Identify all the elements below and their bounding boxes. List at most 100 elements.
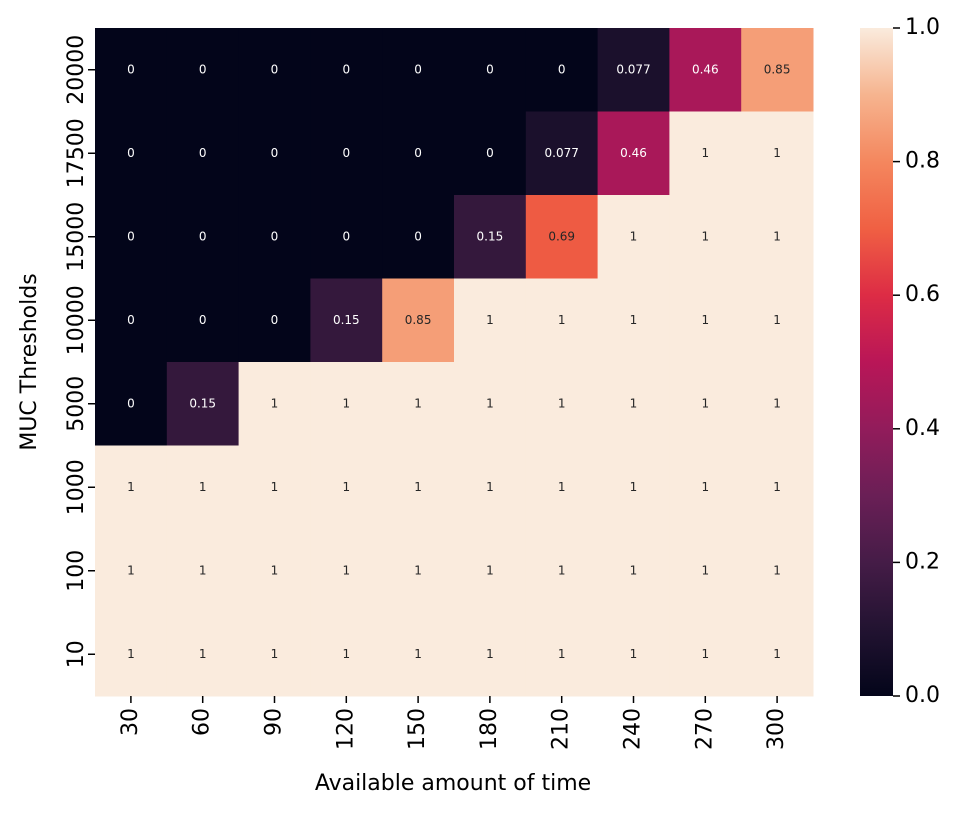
heatmap-cell [741,28,814,112]
y-tick-label: 20000 [64,35,89,105]
cell-label: 1 [199,480,207,494]
cell-label: 1 [773,146,781,160]
heatmap-cell [669,445,742,530]
heatmap-cell [597,445,670,530]
heatmap-cell [382,28,455,112]
cell-label: 1 [630,229,638,243]
heatmap-cell [166,278,240,363]
cell-label: 1 [486,647,494,661]
heatmap-cell [166,445,240,530]
heatmap-cell [238,195,311,279]
heatmap-cell [669,612,742,697]
heatmap-cell [741,111,814,196]
cell-label: 1 [630,396,638,410]
x-tick-label: 180 [477,708,502,750]
cell-label: 0 [271,146,279,160]
heatmap-cell [597,28,670,112]
cell-label: 1 [558,313,566,327]
cell-label: 0.85 [405,313,432,327]
cell-label: 1 [630,563,638,577]
cell-label: 0 [486,146,494,160]
cell-label: 0.46 [692,62,719,76]
heatmap-cell [669,529,742,613]
colorbar-tick-label: 0.4 [905,416,940,441]
x-tick-label: 210 [549,708,574,750]
colorbar-tick-label: 0.6 [905,282,940,307]
cell-label: 1 [773,396,781,410]
cell-label: 0.077 [545,146,579,160]
cell-label: 1 [342,480,350,494]
x-tick-label: 270 [692,708,717,750]
colorbar [860,28,893,696]
cell-label: 0.85 [764,62,791,76]
heatmap-cell [310,445,383,530]
cell-label: 1 [773,647,781,661]
cell-label: 0 [558,62,566,76]
x-tick-label: 150 [405,708,430,750]
cell-label: 0 [271,229,279,243]
cell-label: 0.46 [620,146,647,160]
cell-label: 1 [701,146,709,160]
heatmap-cell [238,529,311,613]
heatmap-cell [95,111,168,196]
cell-label: 0 [414,62,422,76]
heatmap-cell [741,278,814,363]
x-tick-label: 120 [333,708,358,750]
cell-label: 0 [342,62,350,76]
cell-label: 0.15 [189,396,216,410]
cell-label: 1 [701,229,709,243]
heatmap-cell [741,445,814,530]
heatmap-cell [95,278,168,363]
cell-label: 0.15 [477,229,504,243]
heatmap-cell [238,111,311,196]
cell-label: 0 [199,146,207,160]
cell-label: 1 [558,480,566,494]
heatmap-cell [310,612,383,697]
colorbar-tick-label: 1.0 [905,15,940,40]
heatmap-cell [669,278,742,363]
cell-label: 1 [630,647,638,661]
cell-label: 1 [701,647,709,661]
cell-label: 0 [127,396,135,410]
cell-label: 1 [701,480,709,494]
y-tick-label: 10 [64,640,89,668]
cell-label: 0 [414,229,422,243]
heatmap-cell [166,362,240,446]
cell-label: 1 [701,396,709,410]
heatmap-cell [238,445,311,530]
x-tick-label: 300 [764,708,789,750]
x-axis-label: Available amount of time [315,771,591,796]
cell-label: 1 [558,563,566,577]
y-tick-label: 15000 [64,202,89,272]
heatmap-cell [454,362,527,446]
heatmap-cell [310,278,383,363]
heatmap-cell [166,612,240,697]
cell-label: 1 [414,563,422,577]
colorbar-tick-label: 0.8 [905,149,940,174]
cell-label: 1 [127,480,135,494]
cell-label: 0 [486,62,494,76]
heatmap-cell [166,28,240,112]
heatmap-cell [741,612,814,697]
cell-label: 0 [271,313,279,327]
heatmap-cell [525,195,599,279]
heatmap-cell [597,362,670,446]
cell-label: 0 [127,146,135,160]
heatmap-cell [669,362,742,446]
cell-label: 1 [486,396,494,410]
heatmap-cell [95,362,168,446]
heatmap-cell [310,195,383,279]
heatmap-cell [95,612,168,697]
cell-label: 0 [199,229,207,243]
cell-label: 1 [271,396,279,410]
cell-label: 0.077 [616,62,650,76]
cell-label: 0 [342,229,350,243]
cell-label: 0.69 [548,229,575,243]
colorbar-tick-label: 0.2 [905,549,940,574]
cell-label: 1 [127,647,135,661]
cell-label: 0 [414,146,422,160]
cell-label: 0 [127,229,135,243]
heatmap-cell [238,612,311,697]
heatmap-cell [525,612,599,697]
